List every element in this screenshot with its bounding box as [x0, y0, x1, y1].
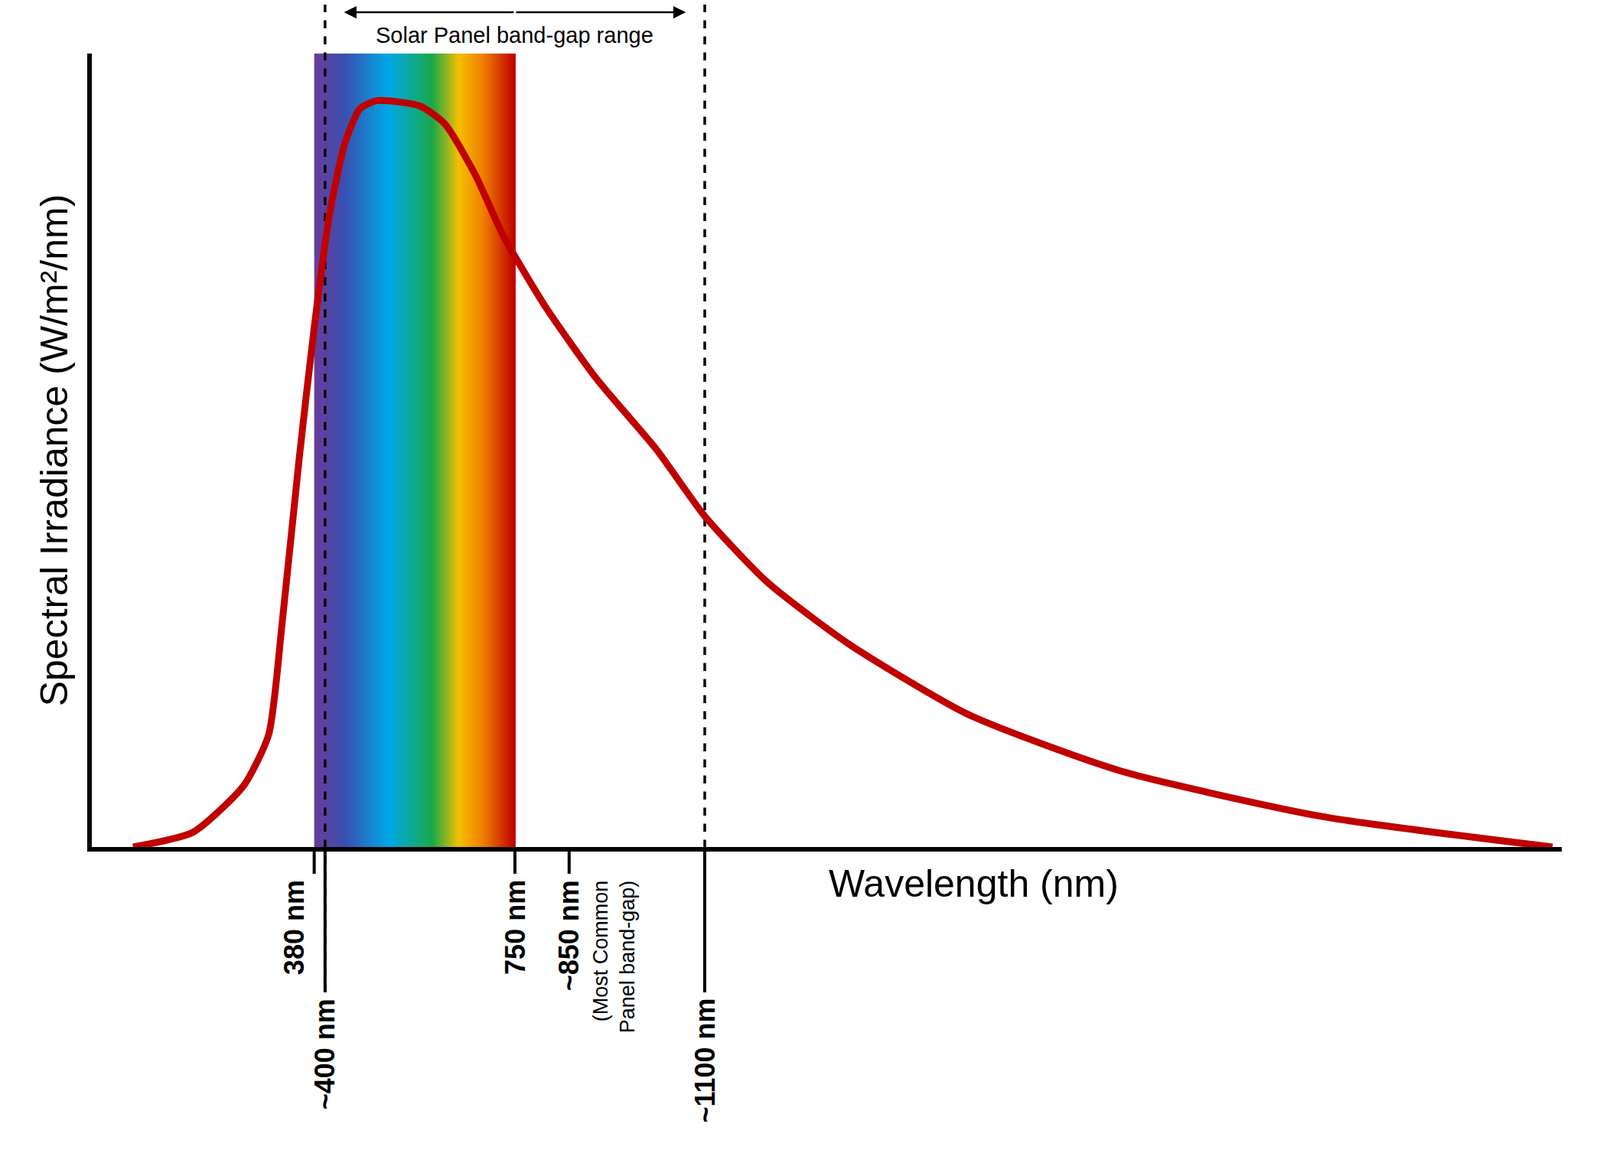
svg-text:Spectral Irradiance (W/m²/nm): Spectral Irradiance (W/m²/nm)	[32, 194, 76, 708]
svg-text:(Most CommonPanel band-gap): (Most CommonPanel band-gap)	[589, 880, 639, 1034]
svg-text:Wavelength (nm): Wavelength (nm)	[828, 862, 1119, 906]
svg-text:~400 nm: ~400 nm	[309, 998, 341, 1110]
svg-text:380 nm: 380 nm	[278, 879, 310, 975]
svg-text:~1100 nm: ~1100 nm	[689, 997, 721, 1123]
svg-text:Solar Panel band-gap range: Solar Panel band-gap range	[375, 22, 654, 48]
svg-text:750 nm: 750 nm	[499, 879, 532, 975]
svg-text:~850 nm: ~850 nm	[553, 879, 585, 991]
